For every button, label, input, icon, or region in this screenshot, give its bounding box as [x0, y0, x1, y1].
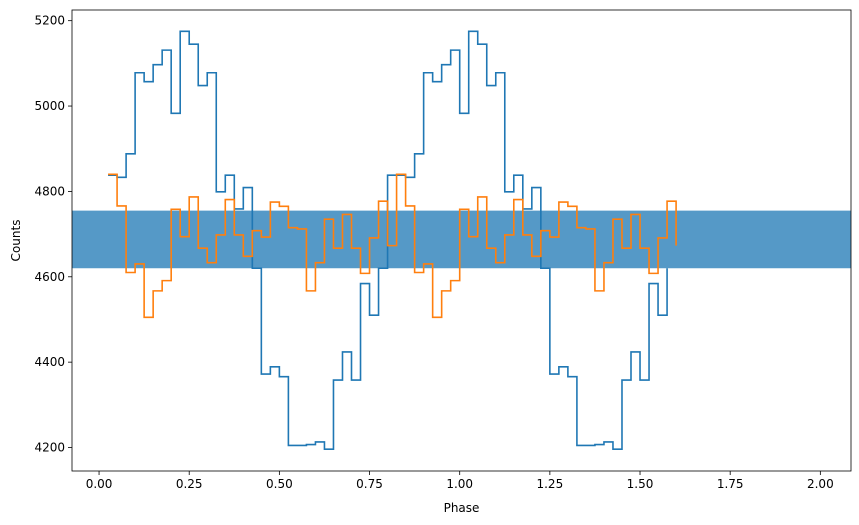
- y-tick-label: 4200: [34, 441, 65, 455]
- x-tick-label: 2.00: [807, 477, 834, 491]
- x-axis-ticks: 0.00 0.25 0.50 0.75 1.00 1.25 1.50 1.75 2.00: [86, 471, 834, 491]
- y-axis-ticks: 4200 4400 4600 4800 5000 5200: [34, 14, 72, 455]
- x-tick-label: 0.75: [356, 477, 383, 491]
- x-tick-label: 1.25: [536, 477, 563, 491]
- x-tick-label: 1.75: [717, 477, 744, 491]
- y-tick-label: 4600: [34, 270, 65, 284]
- x-tick-label: 1.00: [446, 477, 473, 491]
- x-tick-label: 0.50: [266, 477, 293, 491]
- x-axis-label: Phase: [444, 501, 480, 515]
- counts-band-layer: [72, 210, 851, 269]
- x-tick-label: 0.25: [176, 477, 203, 491]
- y-tick-label: 4800: [34, 184, 65, 198]
- counts-range-band: [72, 210, 851, 269]
- series-layer: [108, 30, 677, 451]
- y-tick-label: 4400: [34, 355, 65, 369]
- y-axis-label: Counts: [9, 220, 23, 262]
- series-2-step-line: [108, 173, 677, 319]
- plot-frame: [71, 9, 852, 472]
- y-tick-label: 5200: [34, 14, 65, 28]
- x-tick-label: 0.00: [86, 477, 113, 491]
- x-tick-label: 1.50: [627, 477, 654, 491]
- y-tick-label: 5000: [34, 99, 65, 113]
